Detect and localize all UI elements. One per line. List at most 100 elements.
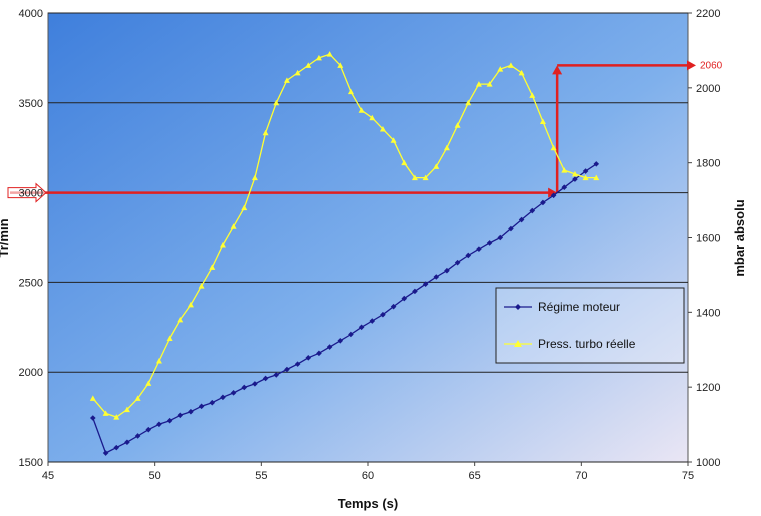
data-point (209, 264, 216, 270)
data-point (326, 344, 333, 350)
legend-box (495, 287, 685, 364)
data-point (220, 394, 226, 401)
data-point (508, 225, 514, 232)
data-point (369, 318, 376, 324)
data-point (337, 62, 344, 68)
data-point (294, 361, 301, 367)
data-point (390, 137, 397, 143)
data-point (401, 159, 408, 166)
y-right-tick-label: 1600 (696, 233, 720, 245)
data-point (326, 51, 333, 57)
data-point (486, 240, 493, 246)
data-point (433, 274, 440, 280)
data-point (369, 114, 376, 121)
data-point (454, 122, 461, 128)
annotation-2060: 2060 (700, 60, 723, 71)
data-point (89, 395, 96, 401)
data-point (347, 88, 354, 95)
x-tick-label: 55 (255, 470, 267, 482)
data-point (241, 204, 248, 211)
legend-marker-press (514, 340, 522, 347)
x-tick-label: 75 (682, 470, 694, 482)
data-point (284, 366, 290, 373)
data-point (145, 426, 152, 433)
data-point (507, 62, 514, 68)
data-point (294, 69, 301, 76)
arrow-up-head (552, 65, 563, 75)
data-point (156, 421, 162, 428)
annotations: 2060 (7, 60, 723, 203)
data-point (572, 176, 578, 182)
data-point (102, 450, 109, 456)
y-left-tick-label: 3000 (19, 188, 43, 200)
data-point (305, 355, 312, 361)
y-right-tick-label: 2000 (696, 83, 720, 95)
data-point (390, 303, 397, 310)
data-point (454, 259, 461, 266)
data-point (348, 331, 354, 338)
y-axis-title-left: Tr/min (0, 218, 11, 257)
data-point (113, 414, 120, 420)
data-point (529, 207, 536, 214)
legend: Régime moteur Press. turbo réelle (495, 287, 685, 364)
arrow-3000-marker (7, 182, 47, 203)
data-point (113, 444, 120, 451)
data-point (123, 406, 130, 413)
data-point (90, 415, 96, 421)
y-right-tick-label: 1400 (696, 307, 720, 319)
y-left-tick-label: 2500 (19, 277, 43, 289)
data-point (529, 92, 536, 98)
data-point (124, 439, 130, 446)
data-point (582, 168, 589, 174)
y-left-tick-label: 1500 (19, 457, 43, 469)
plot-area (47, 12, 689, 463)
data-point (550, 144, 557, 151)
data-point (582, 174, 589, 181)
x-tick-label: 50 (149, 470, 161, 482)
y-right-tick-label: 1800 (696, 158, 720, 170)
data-point (198, 283, 205, 289)
y-right-tick-label: 1000 (696, 457, 720, 469)
data-point (550, 192, 557, 199)
data-point (273, 372, 280, 378)
data-point (497, 66, 504, 72)
data-point (102, 410, 109, 416)
data-point (177, 412, 184, 419)
y-axis-title-right: mbar absolu (732, 199, 747, 276)
data-point (465, 99, 472, 106)
data-point (422, 281, 429, 287)
data-point (475, 81, 482, 87)
arrow-3000-head (548, 187, 558, 198)
data-point (593, 161, 600, 167)
data-point (134, 395, 141, 401)
x-tick-label: 60 (362, 470, 374, 482)
data-point (155, 357, 162, 364)
data-point (476, 246, 482, 252)
data-point (518, 69, 525, 76)
data-point (422, 174, 429, 181)
data-point (593, 174, 600, 181)
data-point (433, 163, 440, 169)
data-point (251, 174, 258, 181)
right-tick-labels: 1000 1200 1400 1600 1800 2000 2200 (688, 8, 720, 469)
data-point (305, 62, 312, 68)
series-group (89, 51, 600, 456)
data-point (443, 144, 450, 151)
x-tick-label: 45 (42, 470, 54, 482)
data-point (411, 174, 418, 181)
data-point (283, 77, 290, 83)
data-point (571, 170, 578, 177)
data-point (358, 107, 365, 113)
data-point (486, 81, 493, 87)
x-tick-label: 70 (575, 470, 587, 482)
y-left-tick-label: 4000 (19, 8, 43, 20)
data-point (273, 99, 280, 106)
data-point (539, 118, 546, 125)
legend-label-press: Press. turbo réelle (538, 337, 636, 351)
data-point (444, 267, 450, 274)
data-point (230, 223, 237, 229)
data-point (241, 384, 248, 391)
data-point (561, 167, 568, 173)
x-axis-title: Temps (s) (338, 496, 398, 511)
